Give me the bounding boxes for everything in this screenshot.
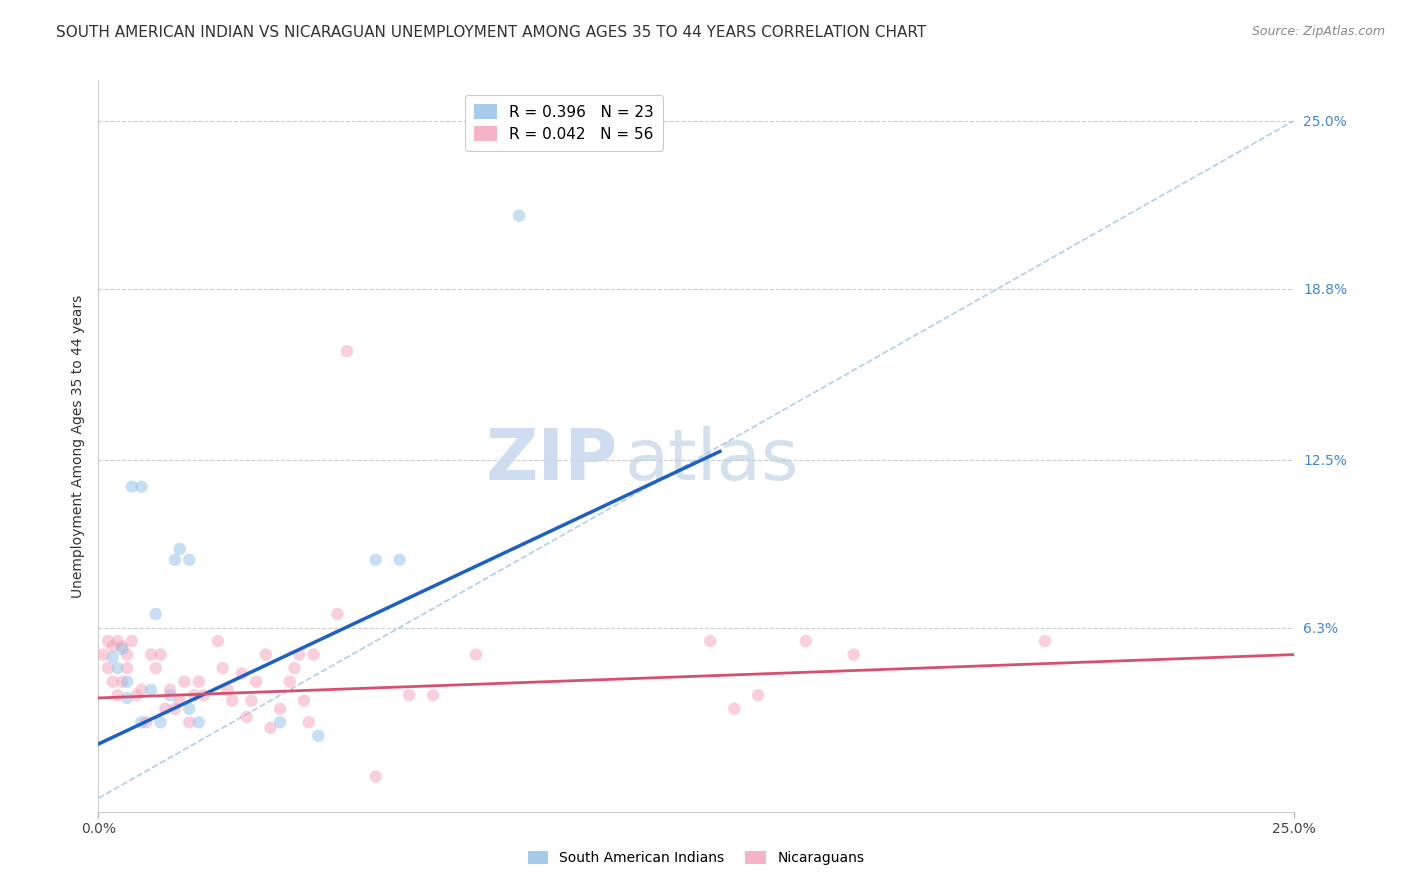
Y-axis label: Unemployment Among Ages 35 to 44 years: Unemployment Among Ages 35 to 44 years bbox=[70, 294, 84, 598]
Point bbox=[121, 634, 143, 648]
Point bbox=[422, 688, 444, 702]
Point bbox=[179, 553, 201, 567]
Point bbox=[131, 715, 153, 730]
Point bbox=[115, 648, 138, 662]
Point bbox=[97, 661, 120, 675]
Point bbox=[508, 209, 530, 223]
Point bbox=[107, 634, 129, 648]
Point bbox=[254, 648, 277, 662]
Point bbox=[326, 607, 349, 621]
Point bbox=[1033, 634, 1056, 648]
Point bbox=[278, 674, 301, 689]
Point bbox=[217, 682, 239, 697]
Point bbox=[235, 710, 257, 724]
Point bbox=[269, 715, 291, 730]
Point bbox=[842, 648, 865, 662]
Point bbox=[169, 541, 191, 556]
Point bbox=[288, 648, 311, 662]
Point bbox=[193, 688, 215, 702]
Point bbox=[179, 702, 201, 716]
Point bbox=[723, 702, 745, 716]
Point bbox=[107, 688, 129, 702]
Point bbox=[149, 648, 172, 662]
Point bbox=[465, 648, 488, 662]
Point bbox=[131, 480, 153, 494]
Point bbox=[159, 682, 181, 697]
Point bbox=[187, 674, 209, 689]
Point bbox=[364, 553, 387, 567]
Point bbox=[173, 674, 195, 689]
Point bbox=[747, 688, 769, 702]
Point bbox=[149, 715, 172, 730]
Point bbox=[101, 650, 124, 665]
Point bbox=[240, 693, 263, 707]
Point bbox=[101, 674, 124, 689]
Point bbox=[298, 715, 321, 730]
Point bbox=[111, 674, 134, 689]
Point bbox=[145, 607, 167, 621]
Point bbox=[221, 693, 243, 707]
Text: Source: ZipAtlas.com: Source: ZipAtlas.com bbox=[1251, 25, 1385, 38]
Point bbox=[91, 648, 114, 662]
Point bbox=[145, 661, 167, 675]
Point bbox=[292, 693, 315, 707]
Point bbox=[245, 674, 267, 689]
Point bbox=[211, 661, 233, 675]
Point bbox=[111, 642, 134, 657]
Point bbox=[364, 770, 387, 784]
Point bbox=[398, 688, 420, 702]
Point bbox=[699, 634, 721, 648]
Point bbox=[169, 693, 191, 707]
Point bbox=[231, 666, 253, 681]
Point bbox=[183, 688, 205, 702]
Point bbox=[125, 688, 148, 702]
Point bbox=[111, 640, 134, 654]
Text: atlas: atlas bbox=[624, 426, 799, 495]
Point bbox=[283, 661, 305, 675]
Legend: South American Indians, Nicaraguans: South American Indians, Nicaraguans bbox=[522, 845, 870, 871]
Point bbox=[115, 661, 138, 675]
Point bbox=[155, 702, 177, 716]
Point bbox=[794, 634, 817, 648]
Point bbox=[163, 553, 186, 567]
Text: ZIP: ZIP bbox=[486, 426, 619, 495]
Point bbox=[97, 634, 120, 648]
Point bbox=[107, 661, 129, 675]
Point bbox=[302, 648, 325, 662]
Point bbox=[139, 682, 162, 697]
Point bbox=[115, 690, 138, 705]
Point bbox=[159, 688, 181, 702]
Point bbox=[307, 729, 329, 743]
Point bbox=[135, 715, 157, 730]
Point bbox=[101, 640, 124, 654]
Point bbox=[269, 702, 291, 716]
Point bbox=[336, 344, 359, 359]
Point bbox=[259, 721, 281, 735]
Point bbox=[139, 648, 162, 662]
Point bbox=[115, 674, 138, 689]
Point bbox=[388, 553, 411, 567]
Point bbox=[163, 702, 186, 716]
Point bbox=[121, 480, 143, 494]
Text: SOUTH AMERICAN INDIAN VS NICARAGUAN UNEMPLOYMENT AMONG AGES 35 TO 44 YEARS CORRE: SOUTH AMERICAN INDIAN VS NICARAGUAN UNEM… bbox=[56, 25, 927, 40]
Point bbox=[207, 634, 229, 648]
Point bbox=[131, 682, 153, 697]
Point bbox=[187, 715, 209, 730]
Point bbox=[179, 715, 201, 730]
